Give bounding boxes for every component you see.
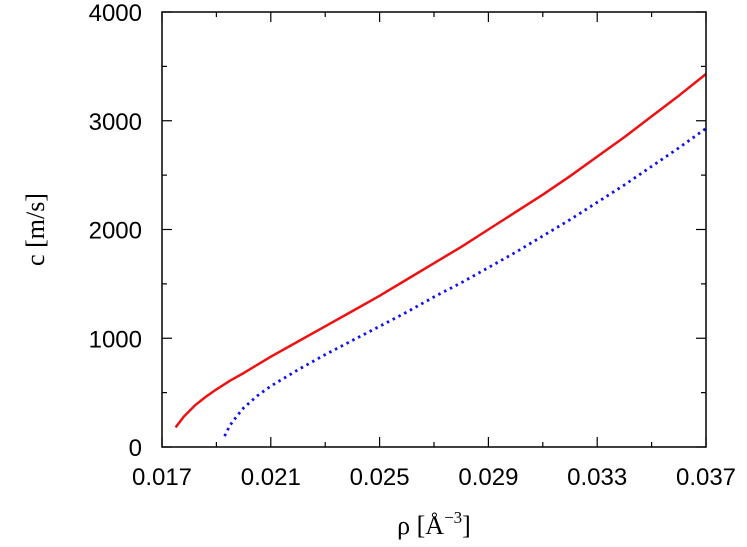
y-axis-label: c [m/s]: [21, 193, 50, 266]
y-tick-label: 0: [129, 435, 142, 462]
x-axis-label: ρ [Å−3]: [397, 508, 471, 540]
x-tick-label: 0.037: [676, 464, 736, 491]
x-axis-label-close: ]: [462, 511, 471, 540]
x-tick-label: 0.033: [567, 464, 627, 491]
x-axis-label-superscript: −3: [444, 508, 462, 527]
y-tick-label: 4000: [89, 0, 142, 27]
x-tick-label: 0.029: [458, 464, 518, 491]
x-tick-label: 0.017: [132, 464, 192, 491]
x-axis-label-main: ρ [Å: [397, 511, 444, 540]
x-tick-label: 0.021: [241, 464, 301, 491]
series-line-red: [174, 73, 707, 429]
ticks-layer: 0.017 0.021 0.025 0.029 0.033 0.037 0 1000 2000 3…: [89, 0, 736, 491]
series-line-blue-dotted: [223, 127, 707, 437]
series-layer: [174, 73, 707, 437]
y-tick-label: 3000: [89, 109, 142, 136]
plot-frame: [161, 11, 707, 448]
y-tick-label: 2000: [89, 218, 142, 245]
x-tick-label: 0.025: [350, 464, 410, 491]
y-tick-label: 1000: [89, 326, 142, 353]
